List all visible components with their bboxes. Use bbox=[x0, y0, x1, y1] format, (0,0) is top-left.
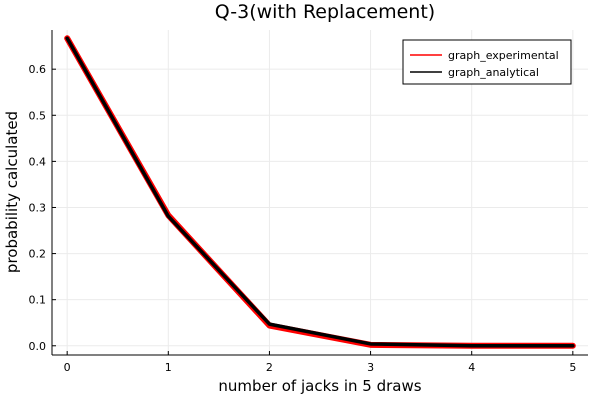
x-tick-label: 3 bbox=[367, 361, 374, 374]
chart-title: Q-3(with Replacement) bbox=[215, 1, 435, 23]
y-axis-ticks: 0.0 0.1 0.2 0.3 0.4 0.5 0.6 bbox=[29, 63, 56, 353]
y-axis-label: probability calculated bbox=[3, 111, 21, 273]
legend-label-experimental: graph_experimental bbox=[448, 49, 559, 62]
x-tick-label: 5 bbox=[569, 361, 576, 374]
x-tick-label: 4 bbox=[468, 361, 475, 374]
y-tick-label: 0.4 bbox=[29, 155, 47, 168]
y-tick-label: 0.3 bbox=[29, 201, 47, 214]
series-layer bbox=[64, 35, 576, 349]
series-line-graph_analytical bbox=[65, 36, 575, 348]
x-tick-label: 2 bbox=[266, 361, 273, 374]
y-tick-label: 0.5 bbox=[29, 109, 47, 122]
x-axis-ticks: 0 1 2 3 4 5 bbox=[64, 351, 576, 374]
x-tick-label: 0 bbox=[64, 361, 71, 374]
y-tick-label: 0.0 bbox=[29, 340, 47, 353]
y-tick-label: 0.2 bbox=[29, 248, 47, 261]
legend: graph_experimental graph_analytical bbox=[402, 39, 572, 85]
legend-label-analytical: graph_analytical bbox=[448, 66, 539, 79]
x-axis-label: number of jacks in 5 draws bbox=[218, 377, 421, 395]
y-tick-label: 0.1 bbox=[29, 294, 47, 307]
x-tick-label: 1 bbox=[165, 361, 172, 374]
legend-box bbox=[402, 39, 572, 85]
y-tick-label: 0.6 bbox=[29, 63, 47, 76]
